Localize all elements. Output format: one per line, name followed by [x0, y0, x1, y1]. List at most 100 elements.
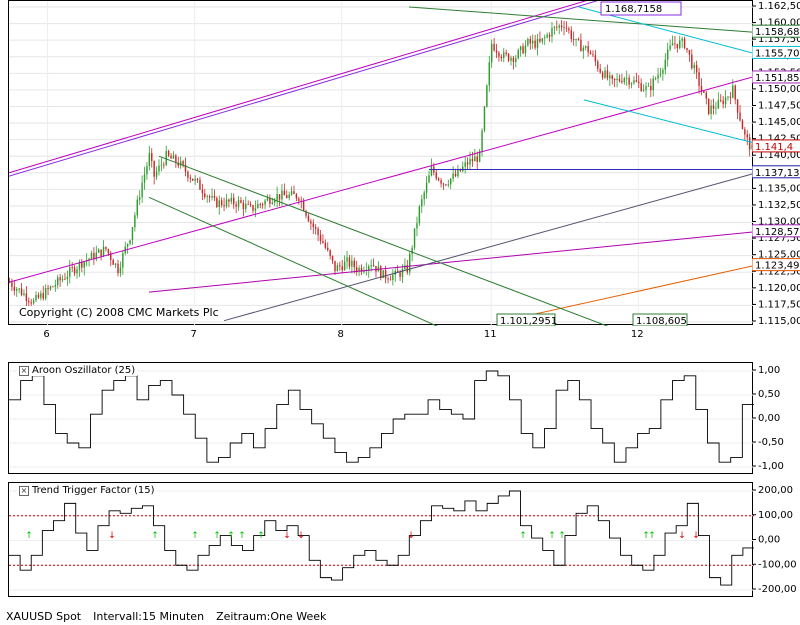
price-label-box: [600, 1, 682, 16]
candle-body: [9, 282, 11, 284]
candle-body: [430, 166, 433, 176]
up-arrow-icon: ↑: [257, 531, 265, 541]
ttf-title-box: × Trend Trigger Factor (15): [17, 485, 157, 496]
candle-body: [546, 34, 548, 38]
price-x-tick-label: 8: [338, 329, 344, 340]
price-label-box: [752, 139, 800, 153]
candle-body: [341, 266, 343, 271]
candle-body: [710, 105, 712, 114]
candle-body: [153, 160, 155, 177]
ttf-panel: ↑ ↓ ↑ ↑ ↑ ↑ ↑ ↑ ↓ ↓ ↓ ↑ ↑ ↑ ↑ ↑ ↓ ↓ × Trend Trigger Facto…: [8, 482, 754, 597]
candle-body: [363, 270, 365, 272]
candle-body: [476, 156, 478, 162]
indicator-line: [9, 370, 754, 463]
candle-body: [396, 270, 399, 273]
indicator-y-tick-label: -200,00: [758, 584, 797, 595]
candle-body: [346, 257, 348, 262]
trend-line: [9, 1, 598, 177]
candle-body: [642, 89, 645, 91]
ttf-y-axis: 200,00 100,00 0,00 -100,00 -200,00: [752, 485, 797, 595]
candle-body: [387, 278, 389, 280]
candle-body: [143, 174, 146, 183]
candle-body: [695, 64, 698, 73]
candle-body: [428, 175, 430, 183]
candle-body: [676, 43, 679, 48]
candle-body: [305, 210, 307, 216]
candle-body: [544, 37, 546, 39]
candle-body: [317, 228, 319, 235]
candle-body: [698, 72, 700, 86]
price-y-tick-label: 1.130,00: [758, 217, 800, 228]
candle-body: [165, 151, 167, 165]
candle-body: [466, 162, 469, 165]
candle-body: [707, 98, 710, 114]
candle-body: [293, 191, 295, 195]
candle-body: [592, 54, 594, 56]
up-arrow-icon: ↑: [227, 531, 235, 541]
candle-body: [281, 190, 283, 200]
candle-body: [623, 78, 626, 83]
candle-body: [748, 137, 751, 150]
candle-body: [512, 57, 515, 63]
price-label: 1.168,7158: [605, 4, 662, 15]
range-label: Zeitraum:One Week: [216, 610, 327, 623]
candle-body: [597, 61, 599, 69]
candle-body: [100, 249, 102, 257]
candle-body: [170, 155, 172, 159]
candle-body: [736, 99, 739, 113]
close-icon[interactable]: ×: [19, 365, 29, 376]
up-arrow-icon: ↑: [648, 531, 656, 541]
candle-body: [353, 260, 355, 268]
candle-body: [358, 267, 360, 272]
aroon-title: Aroon Oszillator (25): [32, 365, 136, 376]
up-arrow-icon: ↑: [558, 531, 566, 541]
price-x-tick-label: 12: [631, 329, 644, 340]
candle-body: [155, 171, 158, 177]
up-arrow-icon: ↑: [238, 531, 246, 541]
candle-body: [66, 276, 69, 280]
candle-body: [95, 252, 98, 260]
indicator-y-tick-label: -100,00: [758, 559, 797, 570]
candle-body: [172, 155, 175, 159]
candle-body: [261, 204, 264, 206]
indicator-y-tick-label: 1,00: [758, 365, 780, 376]
candle-body: [539, 38, 541, 42]
candle-body: [249, 204, 252, 206]
candle-body: [409, 253, 411, 273]
price-y-tick-label: 1.150,00: [758, 84, 800, 95]
candle-body: [435, 172, 437, 179]
candle-body: [679, 40, 681, 48]
down-arrow-icon: ↓: [283, 531, 291, 541]
candle-body: [273, 200, 276, 203]
candle-body: [662, 69, 664, 74]
candle-body: [245, 203, 247, 210]
candle-body: [534, 40, 536, 48]
candle-body: [572, 38, 575, 40]
candle-body: [334, 260, 336, 272]
close-icon[interactable]: ×: [19, 485, 29, 496]
candle-body: [609, 75, 611, 79]
candle-body: [732, 85, 734, 98]
status-footer: XAUUSD Spot Intervall:15 Minuten Zeitrau…: [6, 610, 326, 623]
candle-body: [192, 178, 194, 181]
candle-body: [327, 247, 329, 251]
candle-body: [276, 194, 278, 201]
candle-body: [314, 226, 317, 229]
candle-body: [235, 204, 237, 207]
candle-body: [131, 227, 134, 241]
candle-body: [633, 80, 635, 84]
candle-body: [247, 203, 249, 205]
candle-body: [442, 183, 445, 185]
candle-body: [705, 92, 708, 99]
candle-body: [674, 43, 676, 45]
price-chart: 1.168,7158 1.101,2951 1.108,605: [9, 1, 754, 326]
candle-body: [452, 173, 454, 179]
candle-body: [177, 162, 179, 166]
candle-body: [355, 267, 358, 272]
interval-label: Intervall:15 Minuten: [93, 610, 205, 623]
candle-body: [44, 288, 47, 299]
candle-body: [392, 274, 394, 280]
candle-body: [560, 25, 563, 28]
candle-body: [416, 223, 418, 229]
candle-body: [611, 75, 613, 79]
